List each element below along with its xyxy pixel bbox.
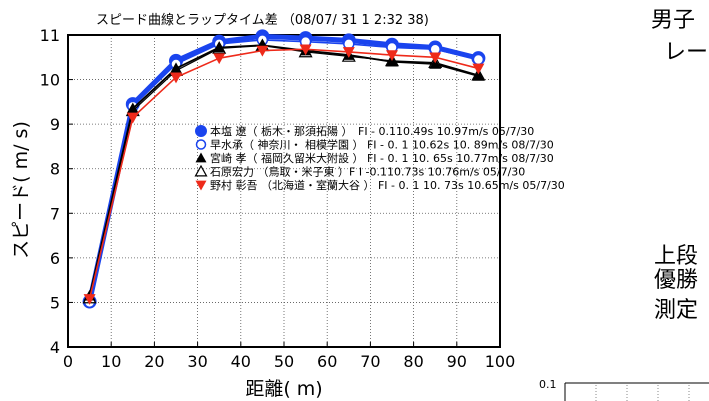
x-tick-label: 0 xyxy=(63,352,73,371)
x-tick-label: 100 xyxy=(485,352,516,371)
data-point xyxy=(83,294,96,305)
y-tick-label: 6 xyxy=(50,249,60,268)
series-line xyxy=(88,44,479,296)
x-tick-label: 60 xyxy=(317,352,337,371)
side-text-mid-1: 上段 xyxy=(654,244,699,269)
data-point xyxy=(342,47,355,58)
legend-marker xyxy=(195,152,207,163)
x-tick-label: 80 xyxy=(403,352,423,371)
x-tick-label: 50 xyxy=(274,352,294,371)
data-point xyxy=(386,50,398,62)
x-axis-title: 距離( m) xyxy=(245,378,322,400)
legend-entry: 本塩 遼（ 栃木・那須拓陽 ） FI - 0.110.49s 10.97m/s … xyxy=(210,124,534,138)
legend-entry: 野村 彰吾 （北海道・室蘭大谷 ） FI - 0. 1 10. 73s 10.6… xyxy=(210,178,565,192)
legend: 本塩 遼（ 栃木・那須拓陽 ） FI - 0.110.49s 10.97m/s … xyxy=(194,124,565,192)
data-point xyxy=(472,53,485,66)
y-tick-label: 11 xyxy=(40,26,60,45)
series-line xyxy=(87,33,480,303)
y-axis-title: スピード( m/ s) xyxy=(10,121,32,259)
y-tick-labels: 4 5 6 7 8 9 10 11 xyxy=(40,26,73,357)
data-point xyxy=(429,57,442,69)
x-tick-label: 70 xyxy=(360,352,380,371)
data-point xyxy=(213,53,226,65)
side-text-top-2: レー xyxy=(664,40,709,65)
x-tick-label: 90 xyxy=(447,352,467,371)
data-point xyxy=(299,44,312,56)
side-text-top-1: 男子 xyxy=(651,8,696,33)
chart-title: スピード曲線とラップタイム差 （08/07/ 31 1 2:32 38) xyxy=(96,12,429,28)
mini-chart-fragment: 0.1 xyxy=(539,378,709,401)
mini-axis-label: 0.1 xyxy=(539,378,557,391)
x-tick-label: 20 xyxy=(144,352,164,371)
data-point xyxy=(170,72,182,84)
data-point xyxy=(472,70,485,81)
series-line xyxy=(88,39,479,303)
legend-entry: 宮崎 孝（ 福岡久留米大附設 ） FI - 0. 1 10. 65s 10.77… xyxy=(210,151,554,165)
x-tick-label: 10 xyxy=(101,352,121,371)
legend-entry: 石原宏力 （鳥取・米子東 ）F I -0.110.73s 10.76m/s 05… xyxy=(210,165,525,179)
y-tick-label: 7 xyxy=(50,204,60,223)
series-group xyxy=(82,29,486,309)
y-tick-label: 8 xyxy=(50,160,60,179)
data-point xyxy=(126,112,139,124)
x-tick-label: 30 xyxy=(187,352,207,371)
data-point xyxy=(386,55,398,67)
data-point xyxy=(170,62,182,74)
y-tick-label: 10 xyxy=(40,71,60,90)
data-point xyxy=(126,102,139,114)
data-point xyxy=(213,41,226,53)
data-point xyxy=(472,63,485,75)
x-tick-labels: 0 10 20 30 40 50 60 70 80 90 100 xyxy=(63,342,515,371)
legend-marker xyxy=(194,164,208,177)
series-line xyxy=(88,48,479,300)
x-tick-label: 40 xyxy=(231,352,251,371)
legend-marker xyxy=(195,180,207,191)
legend-marker xyxy=(195,139,207,150)
data-point xyxy=(429,52,442,64)
legend-marker xyxy=(195,125,207,137)
side-text-mid-2: 優勝 xyxy=(654,268,699,293)
grid xyxy=(68,35,500,347)
y-tick-label: 9 xyxy=(50,115,60,134)
y-tick-label: 4 xyxy=(50,338,60,357)
side-text-mid-3: 測定 xyxy=(654,298,699,323)
legend-entry: 早水承（ 神奈川・ 相模学園 ） FI - 0. 1 10.62s 10. 89… xyxy=(210,138,554,152)
series-5 xyxy=(83,44,485,305)
y-tick-label: 5 xyxy=(50,293,60,312)
data-point xyxy=(256,45,269,57)
